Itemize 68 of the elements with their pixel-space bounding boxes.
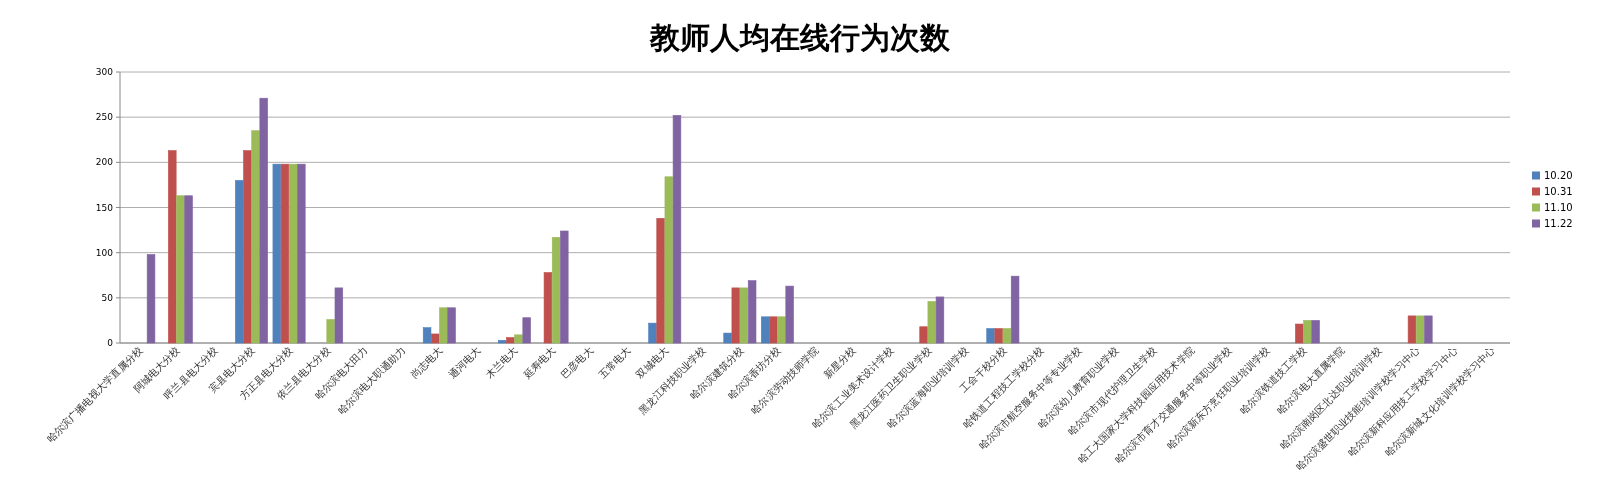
- bar: [1295, 323, 1304, 344]
- bar: [543, 272, 553, 344]
- bar: [551, 237, 561, 344]
- bar: [672, 115, 682, 344]
- bar: [259, 97, 268, 344]
- bar: [1010, 275, 1020, 344]
- x-tick-label: 通河电大: [446, 344, 483, 381]
- bar: [927, 301, 936, 344]
- bar: [994, 328, 1003, 344]
- y-tick-label: 250: [95, 112, 114, 123]
- bar: [280, 163, 290, 344]
- x-tick-label: 五常电大: [596, 344, 633, 381]
- bar: [334, 287, 344, 344]
- bar: [769, 316, 778, 344]
- bar: [326, 319, 335, 344]
- bar: [648, 322, 657, 344]
- bar: [498, 339, 507, 344]
- bar: [522, 317, 531, 344]
- bar: [506, 337, 515, 344]
- y-tick-label: 200: [95, 157, 114, 168]
- bar: [184, 195, 193, 344]
- y-tick-label: 300: [95, 67, 114, 78]
- x-tick-label: 巴彦电大: [558, 344, 596, 381]
- bar: [777, 316, 786, 344]
- bar: [739, 287, 749, 344]
- bar: [935, 296, 945, 344]
- bar: [235, 180, 244, 344]
- bar: [1303, 320, 1312, 344]
- bar: [1415, 315, 1425, 344]
- bar: [146, 254, 156, 344]
- bar: [731, 287, 740, 344]
- bar: [1407, 315, 1417, 344]
- bar: [1002, 328, 1012, 344]
- bar: [243, 150, 252, 344]
- bar: [1424, 315, 1433, 344]
- bar: [297, 163, 306, 344]
- bar: [431, 333, 440, 344]
- bar: [919, 326, 928, 344]
- bar: [723, 332, 732, 344]
- bar: [447, 307, 456, 344]
- bar: [439, 307, 448, 344]
- bar: [176, 195, 185, 344]
- y-tick-label: 100: [95, 247, 114, 258]
- bar: [514, 334, 523, 344]
- bar: [656, 218, 665, 344]
- bar: [251, 130, 260, 344]
- chart-title: 教师人均在线行为次数: [649, 20, 951, 55]
- bar: [168, 150, 177, 344]
- x-tick-label: 延寿电大: [520, 344, 558, 382]
- x-tick-label: 木兰电大: [483, 344, 520, 381]
- bar: [785, 285, 794, 344]
- bar: [422, 327, 432, 344]
- y-tick-label: 50: [101, 292, 114, 303]
- bar: [986, 328, 995, 344]
- y-tick-label: 0: [107, 338, 114, 349]
- x-tick-label: 尚志电大: [408, 344, 445, 381]
- bar: [288, 163, 298, 344]
- bar: [761, 316, 770, 344]
- bar: [272, 163, 281, 344]
- bar: [747, 280, 757, 344]
- legend-label: 11.10: [1544, 202, 1573, 213]
- legend-label: 11.22: [1544, 218, 1573, 229]
- legend-label: 10.31: [1544, 186, 1573, 197]
- legend-label: 10.20: [1544, 170, 1573, 181]
- bar: [560, 230, 569, 344]
- y-tick-label: 150: [95, 202, 114, 213]
- bar: [664, 176, 673, 344]
- bar: [1311, 320, 1320, 344]
